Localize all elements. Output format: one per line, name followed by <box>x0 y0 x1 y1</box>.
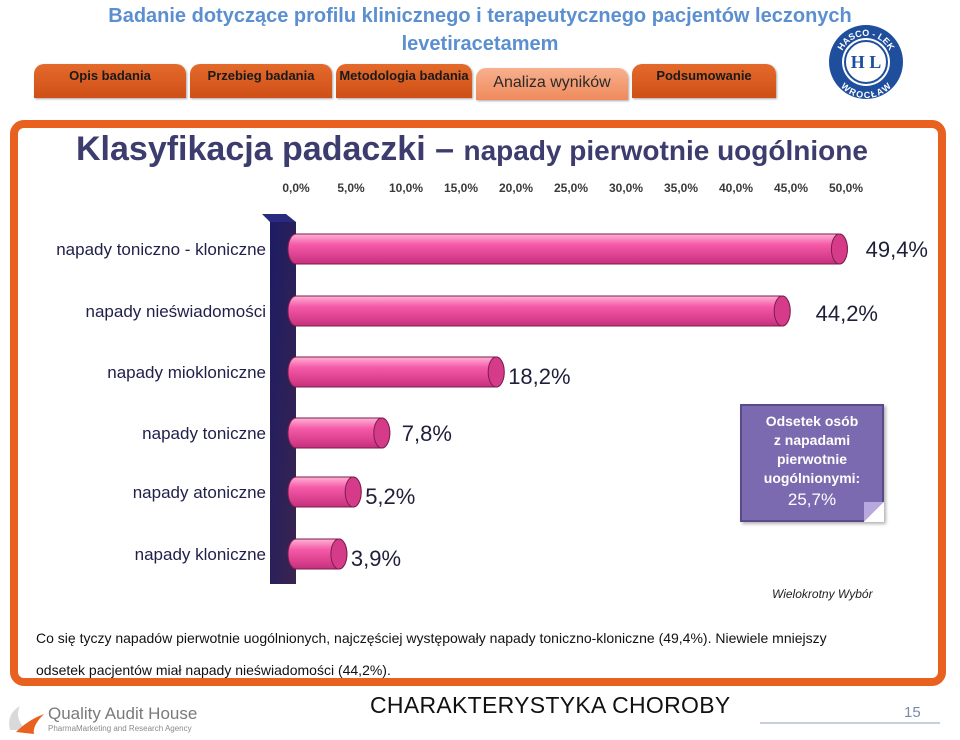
callout-line-3: pierwotnie <box>776 451 847 467</box>
category-label: napady toniczno - kloniczne <box>56 240 266 259</box>
callout-line-2: z napadami <box>773 432 851 448</box>
bar-cap <box>773 295 791 327</box>
x-tick-label: 0,0% <box>282 181 310 195</box>
callout-fold <box>864 502 884 522</box>
x-tick-label: 5,0% <box>337 181 365 195</box>
slide-title-rest: napady pierwotnie uogólnione <box>463 135 868 166</box>
slide-title: Klasyfikacja padaczki – napady pierwotni… <box>76 130 868 169</box>
slide-title-bold: Klasyfikacja padaczki <box>76 130 426 168</box>
quality-audit-house-logo <box>9 706 44 734</box>
category-label: napady kloniczne <box>135 545 266 564</box>
tab-metodologia-badania[interactable]: Metodologia badania <box>336 64 472 98</box>
footer-title: CHARAKTERYSTYKA CHOROBY <box>370 692 731 718</box>
summary-line-1: Co się tyczy napadów pierwotnie uogólnio… <box>36 630 827 646</box>
tab-opis-badania[interactable]: Opis badania <box>34 64 186 98</box>
callout-line-4: uogólnionymi: <box>763 470 861 486</box>
footer-divider <box>760 722 940 724</box>
company-name: Quality Audit House <box>48 704 198 723</box>
value-labels: 49,4% 44,2% 18,2% 7,8% 5,2% 3,9% <box>351 237 928 571</box>
category-label: napady atoniczne <box>133 483 266 502</box>
value-label: 18,2% <box>508 364 570 389</box>
nav-tabs: Opis badania Przebieg badania Metodologi… <box>34 64 776 100</box>
x-tick-label: 20,0% <box>499 181 533 195</box>
slide-title-dash: – <box>425 130 464 168</box>
summary-text: Co się tyczy napadów pierwotnie uogólnio… <box>36 622 936 686</box>
bars <box>287 233 848 570</box>
bar-body <box>287 295 791 327</box>
footer <box>0 690 960 740</box>
bar-cap <box>830 233 848 265</box>
chart-axis-wall <box>262 214 296 584</box>
bar <box>287 233 848 265</box>
bar <box>287 417 391 449</box>
bar-body <box>287 233 848 265</box>
bar-cap <box>373 417 391 449</box>
bar <box>287 295 791 327</box>
x-tick-label: 25,0% <box>554 181 588 195</box>
callout-value: 25,7% <box>787 490 837 509</box>
callout-line-1: Odsetek osób <box>765 413 859 429</box>
logo-mark: H L <box>851 52 882 72</box>
header-title: Badanie dotyczące profilu klinicznego i … <box>108 5 852 55</box>
category-label: napady miokloniczne <box>107 363 266 382</box>
x-tick-label: 40,0% <box>719 181 753 195</box>
bar <box>287 356 505 388</box>
bar-cap <box>487 356 505 388</box>
x-tick-label: 35,0% <box>664 181 698 195</box>
tab-analiza-wynikow[interactable]: Analiza wyników <box>476 68 628 100</box>
x-tick-label: 15,0% <box>444 181 478 195</box>
hasco-lek-logo: HASCO - LEK WROCŁAW H L <box>829 25 903 100</box>
summary-callout: Odsetek osób z napadami pierwotnie uogól… <box>740 404 884 522</box>
tab-podsumowanie[interactable]: Podsumowanie <box>632 64 776 98</box>
value-label: 5,2% <box>365 484 415 509</box>
tab-przebieg-badania[interactable]: Przebieg badania <box>190 64 332 98</box>
bar-body <box>287 356 505 388</box>
company-subtitle: PharmaMarketing and Research Agency <box>48 724 192 733</box>
bar-cap <box>330 538 348 570</box>
axis-wall-top <box>262 214 296 222</box>
x-tick-label: 10,0% <box>389 181 423 195</box>
content-panel <box>10 120 946 686</box>
summary-line-2: odsetek pacjentów miał napady nieświadom… <box>36 662 391 678</box>
page-number: 15 <box>904 704 921 721</box>
x-axis-ticks: 0,0% 5,0% 10,0% 15,0% 20,0% 25,0% 30,0% 35,0% 40… <box>282 181 863 195</box>
x-tick-label: 45,0% <box>774 181 808 195</box>
value-label: 3,9% <box>351 546 401 571</box>
bar <box>287 538 348 570</box>
bar-cap <box>344 476 362 508</box>
value-label: 49,4% <box>866 237 928 262</box>
value-label: 44,2% <box>816 301 878 326</box>
category-labels: napady toniczno - kloniczne napady nieświ… <box>56 240 266 564</box>
value-label: 7,8% <box>402 421 452 446</box>
x-tick-label: 50,0% <box>829 181 863 195</box>
x-tick-label: 30,0% <box>609 181 643 195</box>
category-label: napady toniczne <box>142 424 266 443</box>
category-label: napady nieświadomości <box>86 302 267 321</box>
multiple-choice-note: Wielokrotny Wybór <box>772 587 873 601</box>
axis-wall-face <box>270 222 296 584</box>
bar <box>287 476 362 508</box>
